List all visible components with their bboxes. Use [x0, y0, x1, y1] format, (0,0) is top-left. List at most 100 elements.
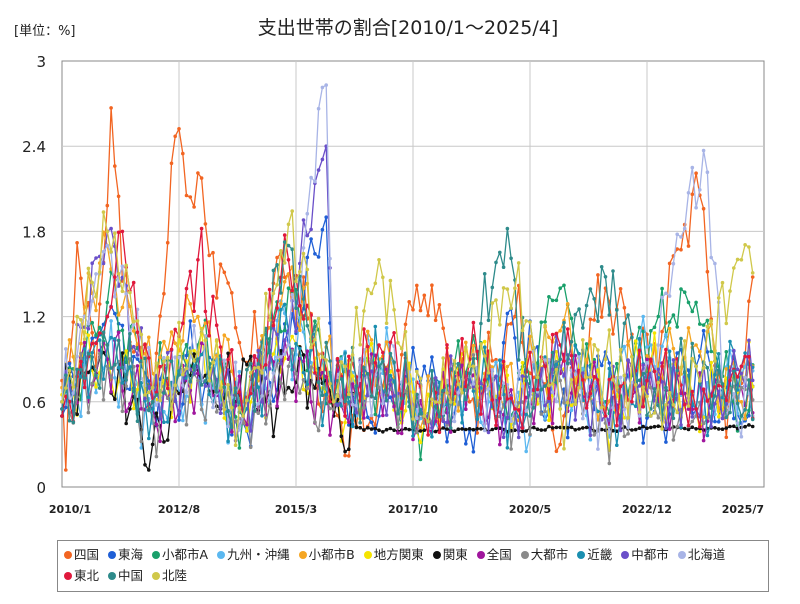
data-point	[147, 345, 151, 350]
data-point	[105, 243, 110, 248]
data-point	[282, 275, 287, 280]
data-point	[335, 403, 340, 408]
data-point	[113, 275, 117, 279]
data-point	[192, 205, 196, 209]
data-point	[203, 418, 208, 422]
data-point	[131, 344, 136, 349]
data-point	[641, 405, 645, 409]
data-point	[75, 314, 79, 319]
data-point	[686, 244, 691, 248]
data-point	[309, 400, 313, 404]
data-point	[301, 286, 306, 291]
data-point	[388, 351, 393, 356]
data-point	[79, 359, 83, 364]
data-point	[516, 358, 521, 362]
data-point	[282, 240, 287, 244]
data-point	[528, 432, 532, 437]
data-point	[320, 370, 325, 375]
data-point	[358, 360, 363, 365]
data-point	[501, 265, 506, 270]
data-point	[452, 359, 457, 363]
data-point	[724, 398, 729, 403]
data-point	[313, 420, 317, 424]
data-point	[630, 355, 634, 359]
data-point	[554, 367, 559, 372]
data-point	[528, 320, 532, 324]
data-point	[279, 361, 283, 366]
data-point	[347, 420, 351, 425]
data-point	[664, 440, 668, 444]
data-point	[75, 354, 79, 359]
data-point	[524, 412, 528, 417]
data-point	[498, 410, 502, 414]
data-point	[214, 296, 219, 300]
data-point	[550, 350, 555, 355]
data-point	[433, 404, 438, 409]
series-layer	[60, 83, 755, 472]
data-point	[539, 359, 544, 363]
data-point	[173, 383, 177, 388]
data-point	[282, 338, 287, 342]
data-point	[535, 375, 540, 380]
data-point	[482, 272, 487, 276]
data-point	[245, 429, 249, 433]
data-point	[271, 399, 276, 403]
data-point	[743, 408, 747, 412]
data-point	[494, 357, 498, 362]
data-point	[260, 400, 264, 404]
y-tick-label: 1.8	[22, 223, 46, 241]
data-point	[222, 270, 227, 275]
data-point	[339, 403, 344, 408]
data-point	[550, 390, 555, 394]
data-point	[618, 347, 623, 352]
data-point	[671, 346, 676, 351]
data-point	[94, 272, 98, 276]
data-point	[584, 342, 589, 346]
data-point	[701, 328, 706, 333]
data-point	[184, 342, 189, 347]
data-point	[165, 438, 170, 442]
legend-label: 東北	[74, 568, 100, 583]
data-point	[316, 428, 321, 433]
legend-swatch	[298, 550, 307, 559]
data-point	[482, 354, 487, 358]
data-point	[316, 380, 321, 385]
legend-label: 大都市	[530, 547, 569, 562]
data-point	[158, 398, 162, 403]
data-point	[633, 383, 638, 387]
data-point	[162, 355, 166, 360]
data-point	[124, 291, 128, 296]
data-point	[486, 371, 491, 375]
data-point	[392, 308, 396, 312]
data-point	[524, 378, 528, 383]
data-point	[645, 361, 649, 365]
data-point	[498, 250, 502, 255]
data-point	[230, 433, 234, 437]
data-point	[109, 319, 113, 323]
data-point	[445, 423, 449, 427]
data-point	[150, 442, 155, 447]
data-point	[188, 269, 193, 274]
data-point	[426, 313, 430, 318]
data-point	[535, 361, 540, 365]
data-point	[705, 399, 710, 403]
data-point	[131, 329, 136, 333]
data-point	[233, 325, 238, 330]
data-point	[192, 411, 196, 415]
data-point	[373, 281, 378, 286]
data-point	[369, 291, 374, 296]
x-tick-label: 2015/3	[275, 503, 317, 516]
data-point	[71, 320, 76, 324]
unit-label: [単位：%]	[14, 23, 76, 39]
axis-layer: 0 0.6 1.2 1.8 2.4 3 2010/1 2012/8 2015/3 2017/10 2…	[22, 53, 764, 516]
data-point	[298, 303, 302, 308]
data-point	[120, 264, 125, 269]
data-point	[433, 429, 438, 434]
data-point	[377, 343, 381, 347]
data-point	[124, 409, 128, 414]
data-point	[105, 229, 110, 234]
data-point	[535, 387, 540, 392]
data-point	[686, 300, 691, 305]
data-point	[169, 330, 174, 334]
data-point	[113, 376, 117, 380]
